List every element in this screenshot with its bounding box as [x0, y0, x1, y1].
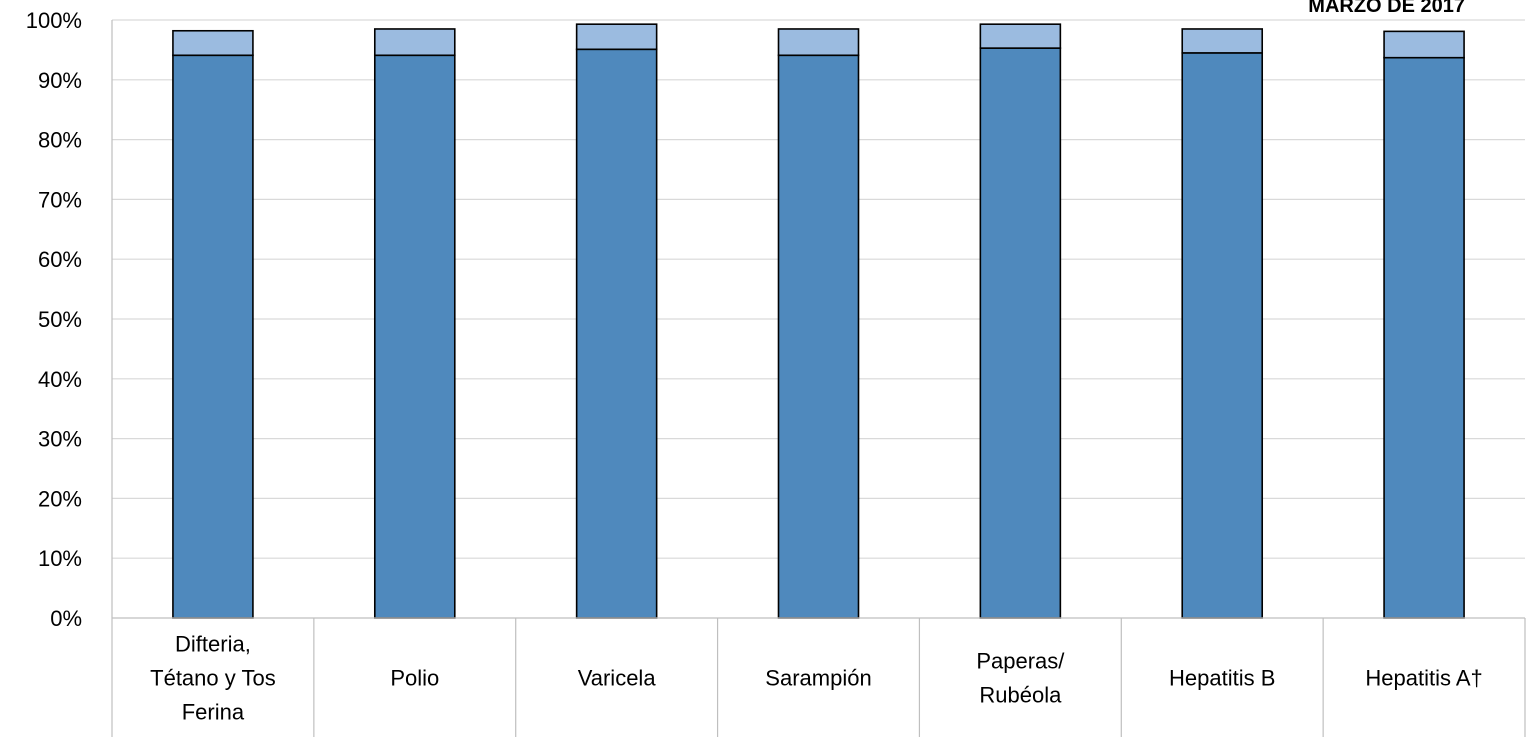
bar-segment-secondary — [1181, 28, 1264, 54]
bar-segment-primary — [1181, 52, 1264, 619]
bars — [172, 23, 1465, 619]
bar-segment-secondary — [979, 23, 1062, 49]
bar-segment-primary — [979, 47, 1062, 619]
category-label-line: Sarampión — [765, 666, 871, 691]
bar-segment-secondary — [172, 29, 254, 57]
category-label-line: Tétano y Tos — [150, 666, 276, 691]
y-tick-label: 60% — [38, 247, 82, 272]
category-label: Polio — [390, 666, 439, 691]
y-tick-label: 40% — [38, 367, 82, 392]
category-label-line: Ferina — [182, 700, 245, 725]
y-tick-label: 20% — [38, 486, 82, 511]
y-axis-ticks: 0% 10% 20% 30% 40% 50% 60% 70% 80% 90% 100% — [26, 8, 82, 631]
chart-title: MARZO DE 2017 — [1308, 0, 1465, 17]
category-label-line: Polio — [390, 666, 439, 691]
category-label-line: Paperas/ — [976, 649, 1065, 674]
y-tick-label: 70% — [38, 187, 82, 212]
y-tick-label: 10% — [38, 546, 82, 571]
y-tick-label: 80% — [38, 128, 82, 153]
category-label: Varicela — [578, 666, 657, 691]
bar-segment-primary — [1383, 56, 1465, 619]
category-label: Paperas/Rubéola — [976, 649, 1065, 708]
category-label-line: Hepatitis A† — [1365, 666, 1482, 691]
y-tick-label: 90% — [38, 68, 82, 93]
category-label-line: Difteria, — [175, 632, 251, 657]
category-axis-table: Difteria, Tétano y Tos Ferina Polio Varicela… — [111, 20, 1526, 737]
bar-segment-primary — [575, 48, 658, 619]
y-tick-label: 0% — [50, 606, 82, 631]
category-label: Hepatitis B — [1169, 666, 1275, 691]
category-label: Difteria, Tétano y Tos Ferina — [150, 632, 276, 725]
bar-segment-primary — [172, 54, 254, 619]
category-label-line: Varicela — [578, 666, 657, 691]
bar-segment-primary — [777, 54, 860, 619]
y-tick-label: 100% — [26, 8, 82, 33]
category-label: Hepatitis A† — [1365, 666, 1482, 691]
bar-segment-secondary — [373, 28, 456, 57]
bar-segment-secondary — [1383, 30, 1465, 59]
bar-segment-secondary — [575, 23, 658, 51]
y-tick-label: 30% — [38, 427, 82, 452]
bar-segment-secondary — [777, 28, 860, 57]
category-label: Sarampión — [765, 666, 871, 691]
category-label-line: Hepatitis B — [1169, 666, 1275, 691]
bar-segment-primary — [373, 54, 456, 619]
category-label-line: Rubéola — [979, 683, 1062, 708]
y-tick-label: 50% — [38, 307, 82, 332]
